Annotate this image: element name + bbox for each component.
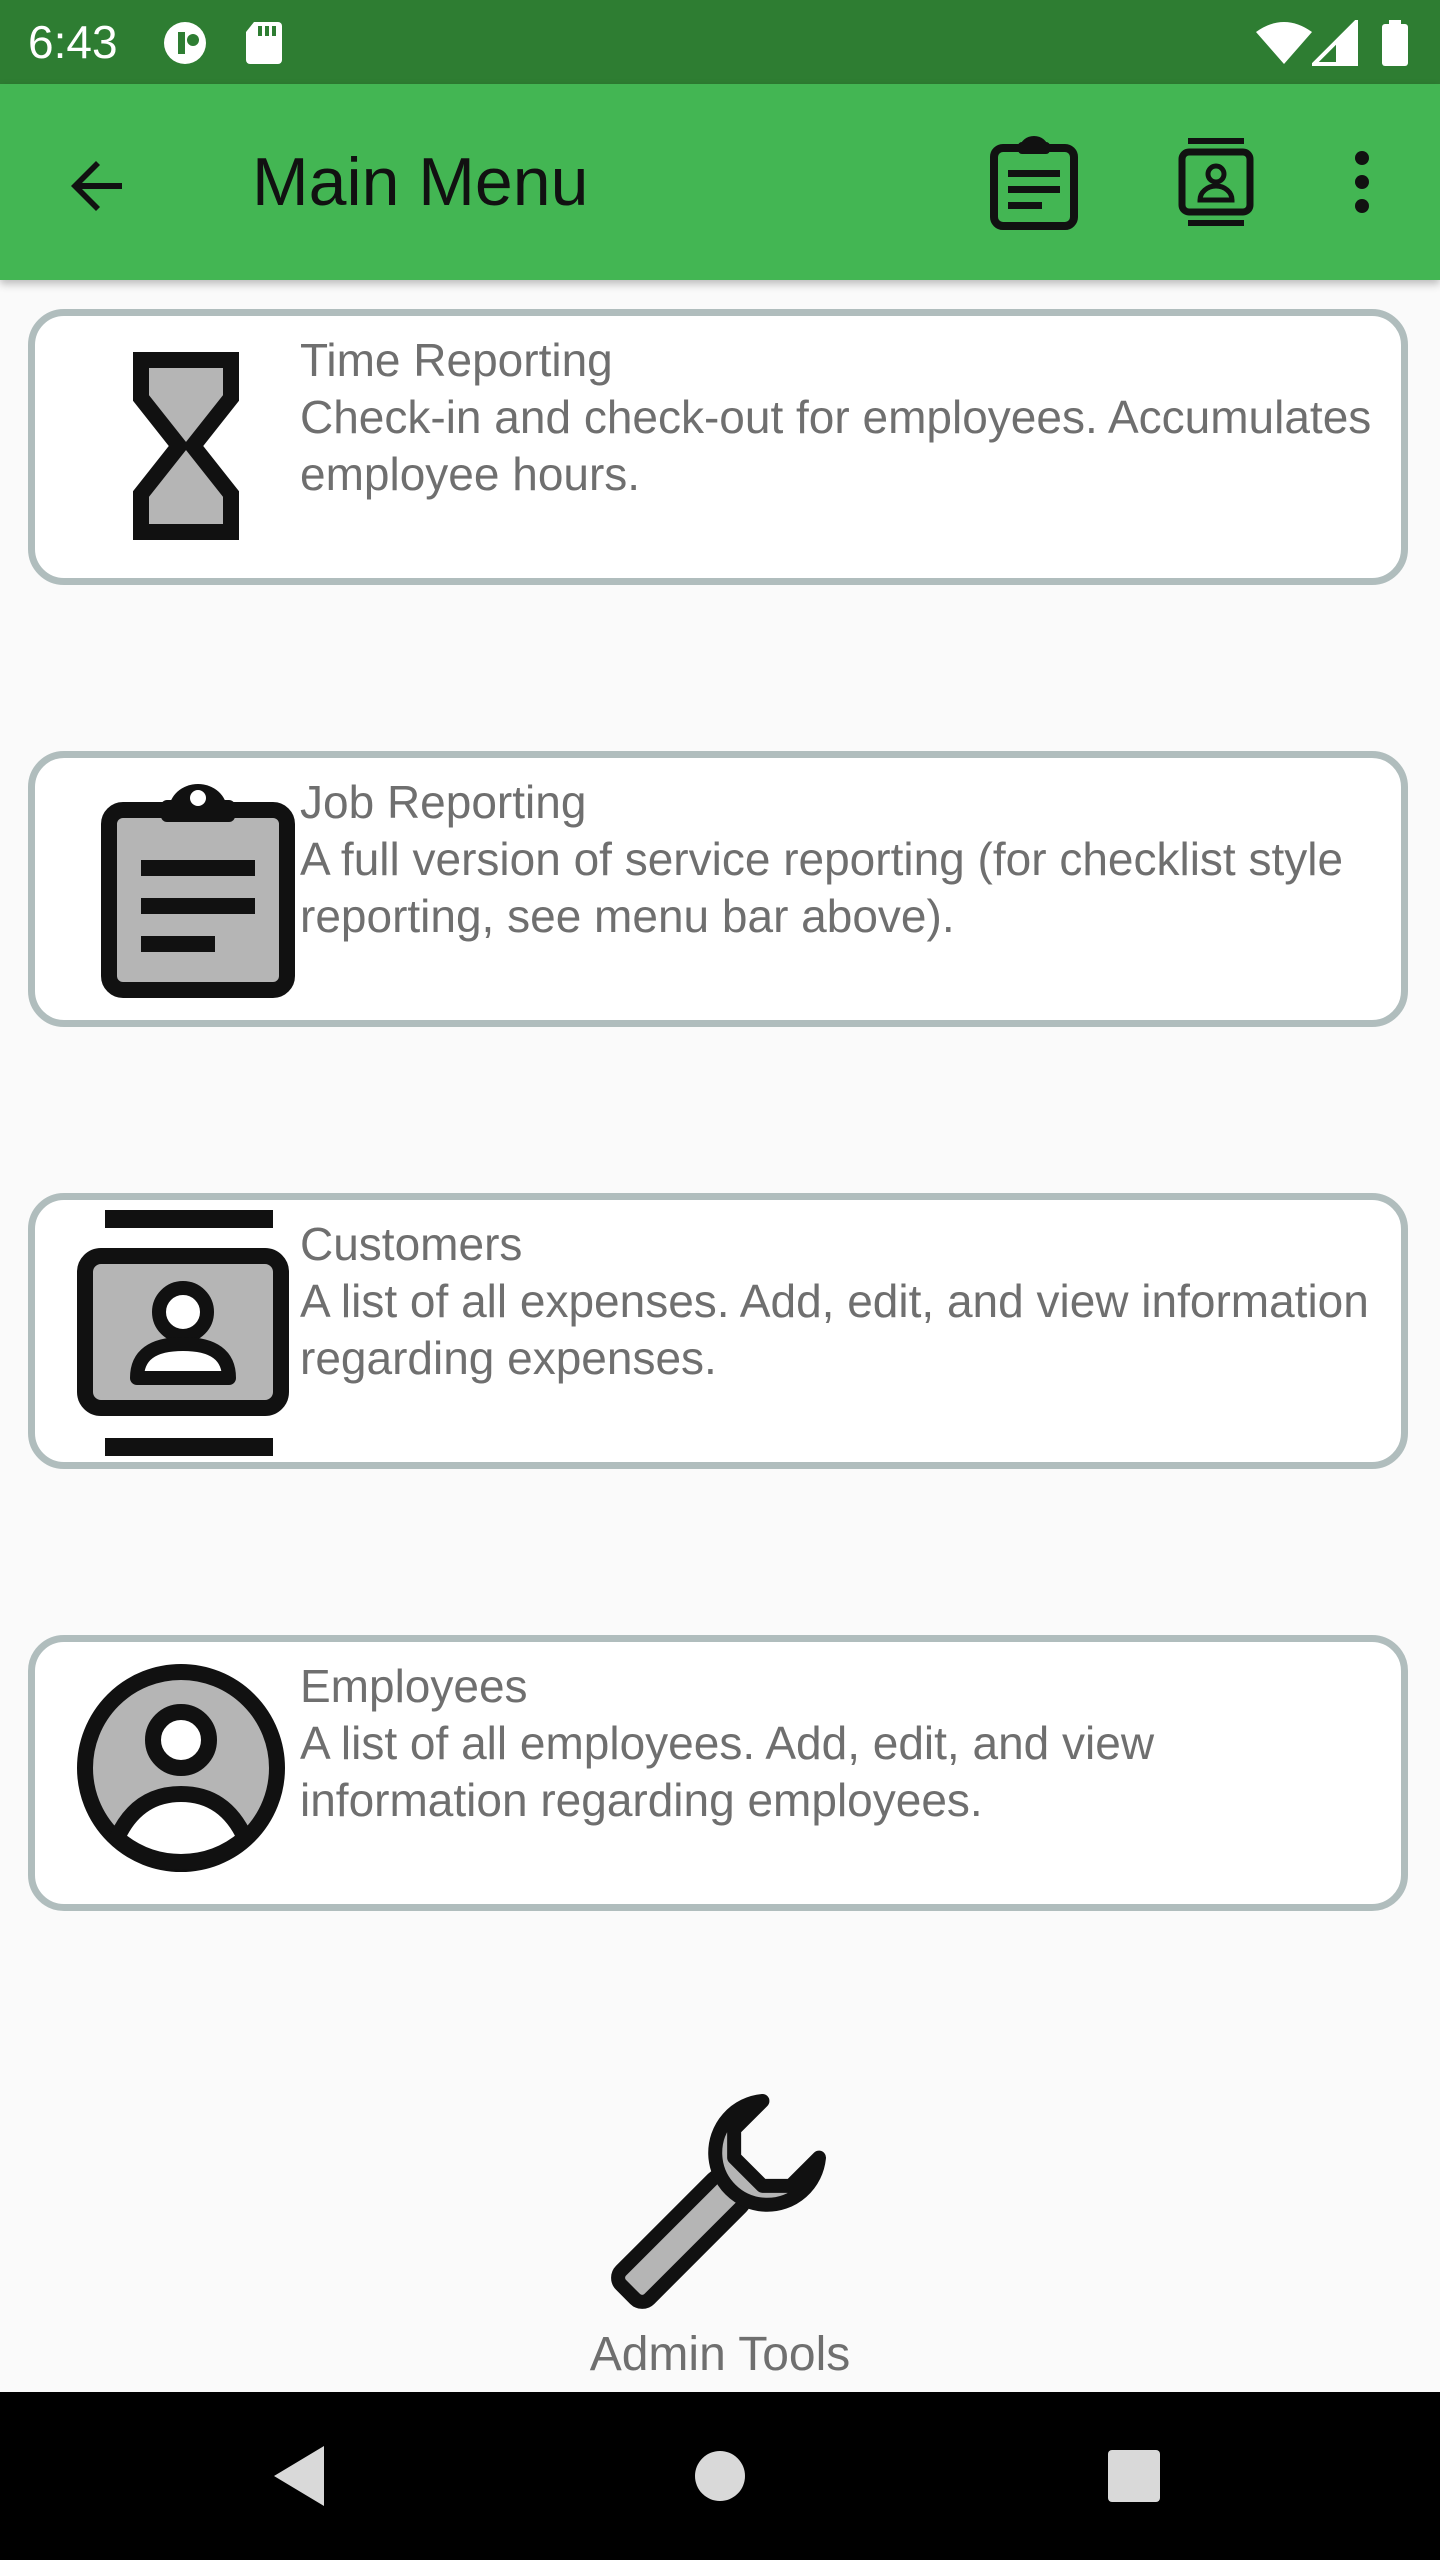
card-title: Customers <box>300 1218 523 1270</box>
status-bar: 6:43 <box>0 0 1440 84</box>
menu-card-job-reporting[interactable]: Job Reporting A full version of service … <box>28 751 1408 1027</box>
contact-card-icon <box>1178 138 1254 226</box>
admin-tools-label: Admin Tools <box>589 2328 851 2381</box>
status-time: 6:43 <box>28 16 118 68</box>
hourglass-icon <box>57 322 307 572</box>
card-title: Job Reporting <box>300 776 587 828</box>
account-circle-icon <box>57 1648 307 1898</box>
clipboard-icon <box>990 136 1078 230</box>
app-bar: Main Menu <box>0 84 1440 280</box>
back-button[interactable] <box>50 138 146 234</box>
recents-square-icon <box>1108 2450 1160 2502</box>
admin-tools-button[interactable]: Admin Tools <box>560 2070 880 2390</box>
clipboard-icon <box>57 764 307 1014</box>
page-title: Main Menu <box>252 144 589 220</box>
wrench-icon <box>590 2070 850 2330</box>
contacts-button[interactable] <box>1164 130 1268 234</box>
arrow-back-icon <box>71 161 122 211</box>
card-description: A list of all employees. Add, edit, and … <box>300 1717 1155 1826</box>
sd-card-icon <box>244 20 284 71</box>
checklist-report-button[interactable] <box>982 130 1086 234</box>
battery-icon <box>1380 20 1410 71</box>
contact-card-icon <box>57 1206 307 1456</box>
card-description: A list of all expenses. Add, edit, and v… <box>300 1275 1369 1384</box>
signal-icon <box>1309 17 1358 71</box>
system-nav-bar <box>0 2392 1440 2560</box>
back-triangle-icon <box>274 2446 324 2506</box>
menu-card-time-reporting[interactable]: Time Reporting Check-in and check-out fo… <box>28 309 1408 585</box>
card-title: Employees <box>300 1660 528 1712</box>
nav-home-button[interactable] <box>670 2426 770 2526</box>
app-notification-icon <box>162 20 212 71</box>
home-circle-icon <box>695 2451 745 2501</box>
card-description: A full version of service reporting (for… <box>300 833 1344 942</box>
wifi-icon <box>1256 20 1312 69</box>
menu-card-employees[interactable]: Employees A list of all employees. Add, … <box>28 1635 1408 1911</box>
more-options-button[interactable] <box>1310 130 1414 234</box>
card-description: Check-in and check-out for employees. Ac… <box>300 391 1372 500</box>
more-vert-icon <box>1355 151 1369 213</box>
menu-card-customers[interactable]: Customers A list of all expenses. Add, e… <box>28 1193 1408 1469</box>
card-title: Time Reporting <box>300 334 613 386</box>
nav-back-button[interactable] <box>250 2426 350 2526</box>
nav-recents-button[interactable] <box>1084 2426 1184 2526</box>
